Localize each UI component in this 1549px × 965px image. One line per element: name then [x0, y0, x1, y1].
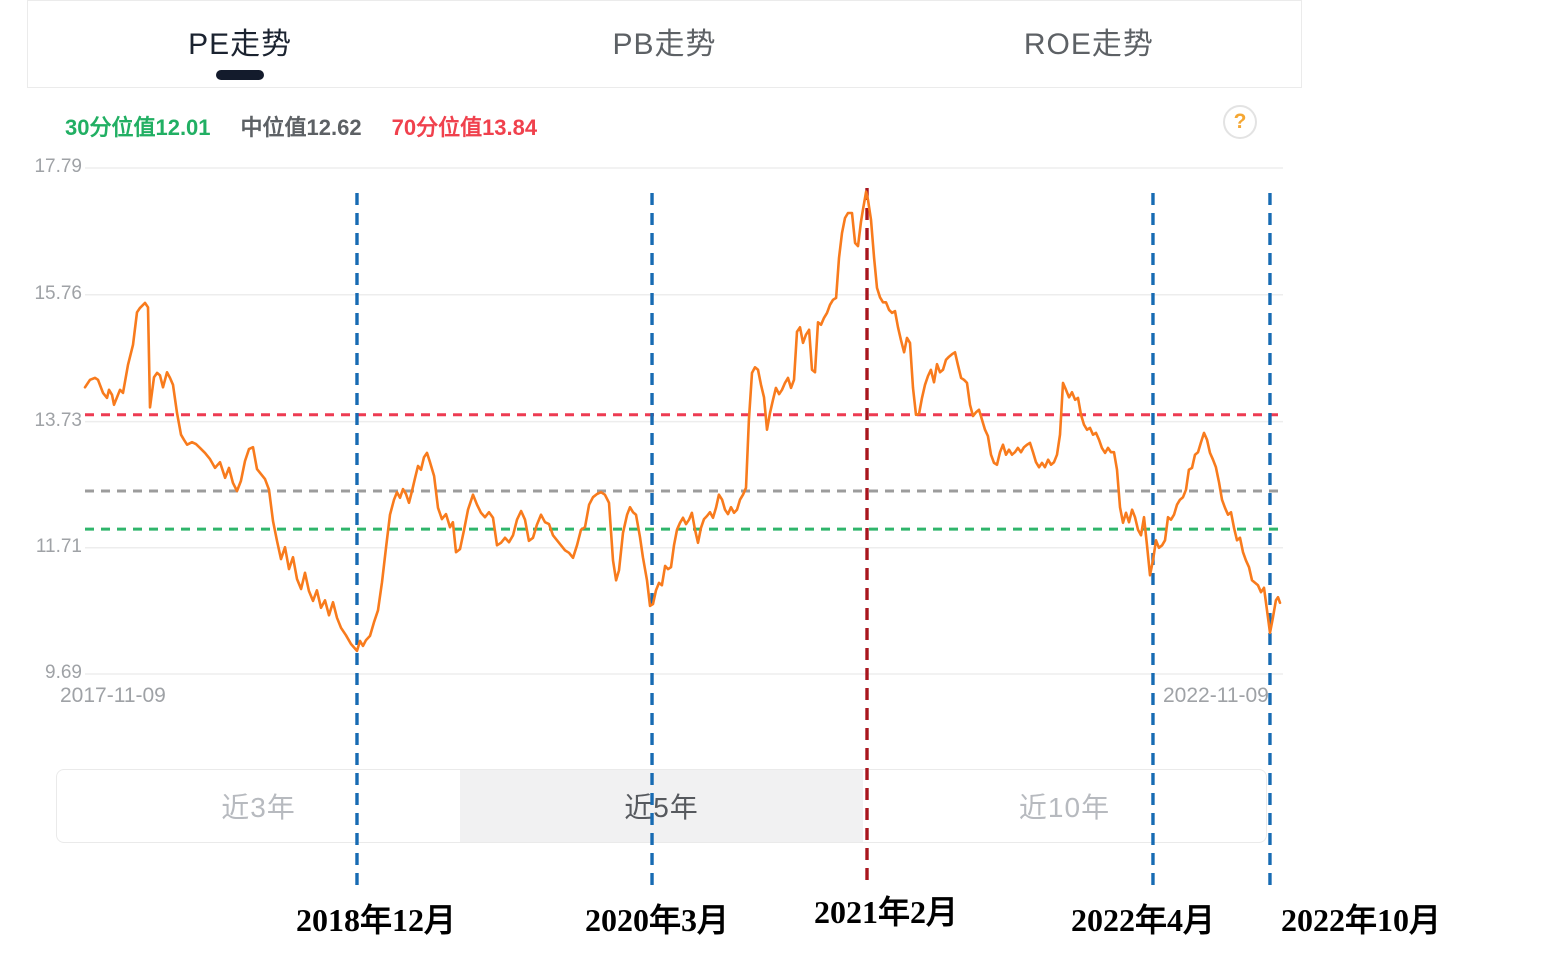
- event-marker-label: 2020年3月: [585, 902, 730, 938]
- y-tick-label: 13.73: [34, 409, 82, 431]
- question-mark-icon: ?: [1233, 110, 1247, 133]
- event-marker-label: 2018年12月: [295, 902, 456, 938]
- tab-label: PB走势: [612, 28, 717, 61]
- percentile-stats-row: 30分位值12.01 中位值12.62 70分位值13.84: [65, 110, 537, 142]
- x-axis-end-date: 2022-11-09: [1163, 684, 1269, 707]
- stat-median: 中位值12.62: [240, 115, 362, 140]
- event-marker-label: 2022年4月: [1070, 902, 1215, 938]
- stat-p70: 70分位值13.84: [391, 115, 538, 140]
- period-5y-button[interactable]: 近5年: [460, 770, 863, 842]
- y-tick-label: 17.79: [34, 156, 82, 177]
- stat-p30: 30分位值12.01: [65, 115, 211, 140]
- period-selector: 近3年 近5年 近10年: [56, 769, 1267, 843]
- active-tab-underline: [216, 70, 265, 80]
- y-tick-label: 15.76: [34, 282, 82, 304]
- tab-label: PE走势: [188, 28, 293, 61]
- y-tick-label: 11.71: [35, 535, 82, 557]
- tab-pe-trend[interactable]: PE走势: [28, 1, 452, 87]
- x-axis-start-date: 2017-11-09: [60, 684, 166, 707]
- pe-series-line: [83, 190, 1282, 653]
- y-tick-label: 9.69: [45, 662, 82, 683]
- tab-bar: PE走势 PB走势 ROE走势: [27, 0, 1302, 88]
- event-marker-label: 2022年10月: [1280, 902, 1441, 938]
- period-10y-button[interactable]: 近10年: [1018, 792, 1111, 823]
- period-3y-button[interactable]: 近3年: [221, 792, 296, 823]
- tab-pb-trend[interactable]: PB走势: [452, 1, 876, 87]
- tab-roe-trend[interactable]: ROE走势: [877, 1, 1301, 87]
- tab-label: ROE走势: [1023, 28, 1154, 61]
- event-marker-label: 2021年2月: [813, 894, 958, 930]
- help-button[interactable]: ?: [1223, 105, 1257, 139]
